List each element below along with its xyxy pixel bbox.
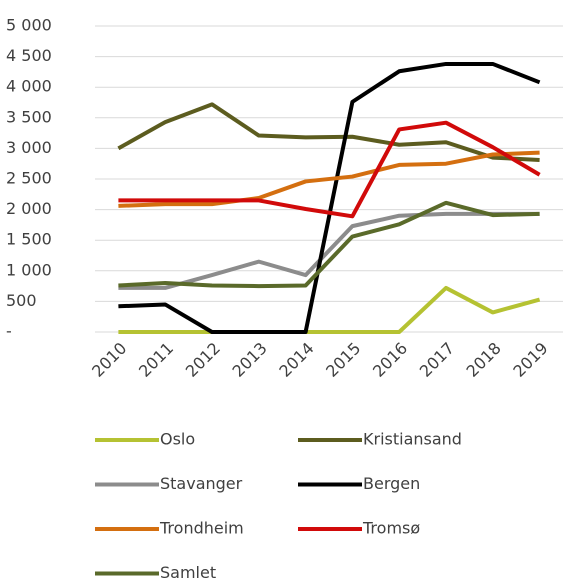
x-tick-label: 2014 xyxy=(275,339,317,381)
y-tick-label: 3 500 xyxy=(6,107,52,126)
x-tick-label: 2018 xyxy=(463,339,505,381)
x-tick-label: 2010 xyxy=(88,339,130,381)
y-tick-label: 3 000 xyxy=(6,138,52,157)
y-tick-label: 2 000 xyxy=(6,199,52,218)
y-tick-label: 2 500 xyxy=(6,169,52,188)
x-tick-label: 2019 xyxy=(509,339,551,381)
x-tick-label: 2012 xyxy=(182,339,224,381)
series-line xyxy=(118,120,541,219)
y-tick-label: 500 xyxy=(6,291,37,310)
legend-label: Trondheim xyxy=(159,519,244,538)
y-tick-label: 4 000 xyxy=(6,77,52,96)
series-line xyxy=(118,200,540,289)
series-line xyxy=(117,102,540,163)
x-tick-label: 2016 xyxy=(369,339,411,381)
series-line xyxy=(118,285,541,334)
x-tick-label: 2011 xyxy=(135,339,177,381)
x-tick-label: 2017 xyxy=(416,339,458,381)
series-line xyxy=(118,61,541,334)
legend-label: Kristiansand xyxy=(363,430,462,449)
legend-label: Samlet xyxy=(160,563,216,582)
x-tick-label: 2015 xyxy=(322,339,364,381)
legend-label: Stavanger xyxy=(160,474,243,493)
x-tick-label: 2013 xyxy=(229,339,271,381)
series-line xyxy=(118,150,540,208)
y-tick-label: - xyxy=(6,322,12,341)
y-tick-label: 1 500 xyxy=(6,230,52,249)
legend-label: Bergen xyxy=(363,474,420,493)
y-tick-label: 4 500 xyxy=(6,46,52,65)
y-tick-label: 5 000 xyxy=(6,16,52,35)
series-line xyxy=(118,211,540,290)
legend-label: Tromsø xyxy=(362,519,420,538)
legend-label: Oslo xyxy=(160,430,195,449)
y-tick-label: 1 000 xyxy=(6,260,52,279)
